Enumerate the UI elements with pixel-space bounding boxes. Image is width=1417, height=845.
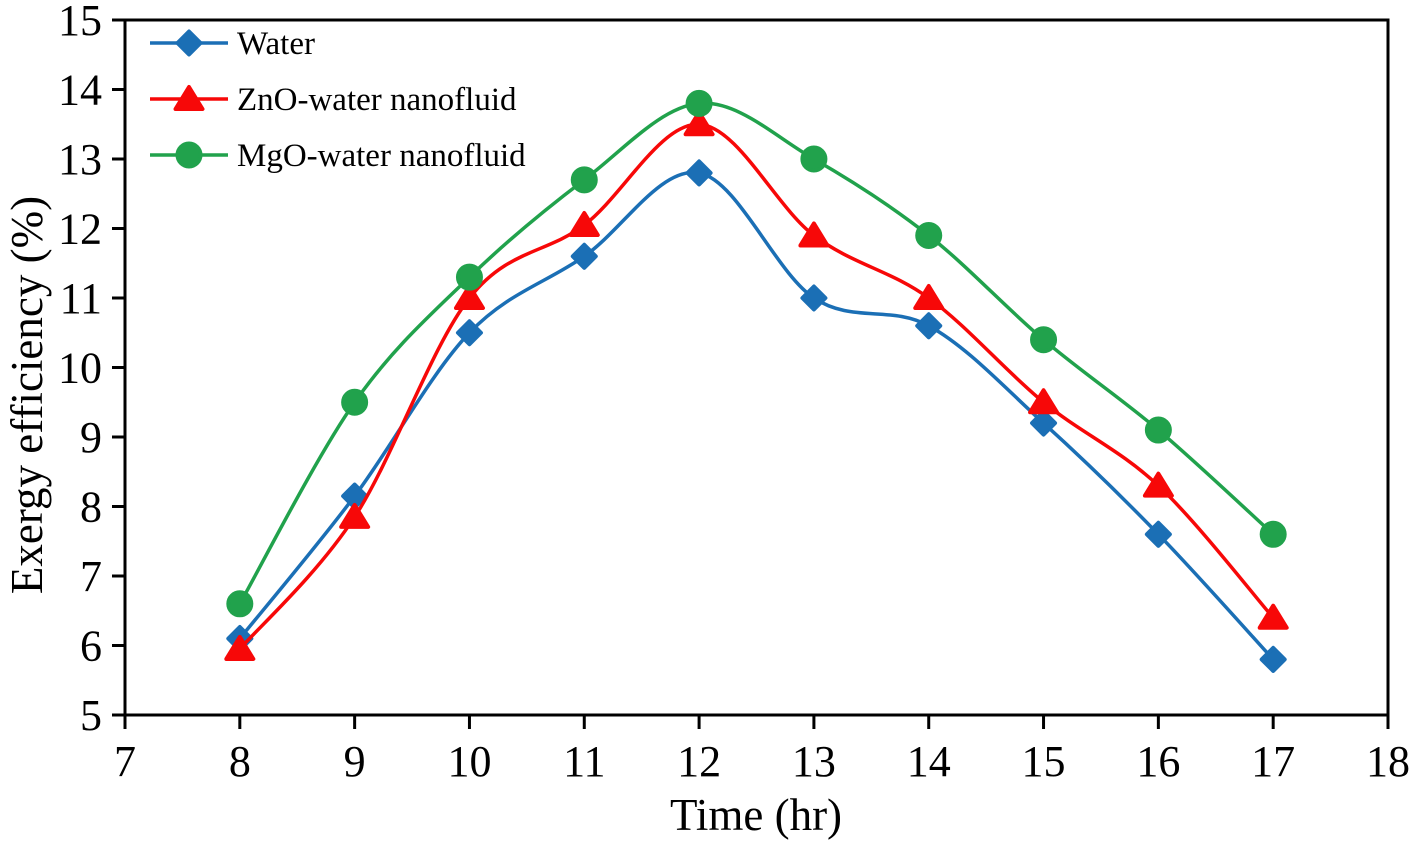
x-tick-label: 12 [677, 737, 721, 786]
plot-area: 7 8 9 10 11 12 13 14 15 16 17 18 5 6 7 8 9 10 11 12 13 14 15 Wa… [58, 0, 1410, 786]
data-point-zno-water-nanofluid [913, 284, 945, 310]
data-point-zno-water-nanofluid [1257, 603, 1289, 630]
data-point-mgo-water-nanofluid [226, 590, 254, 618]
data-point-mgo-water-nanofluid [1259, 520, 1287, 548]
x-tick-label: 10 [447, 737, 491, 786]
y-tick-label: 8 [80, 483, 102, 532]
data-point-mgo-water-nanofluid [341, 388, 369, 416]
data-point-mgo-water-nanofluid [455, 263, 483, 291]
data-point-mgo-water-nanofluid [1030, 326, 1058, 354]
data-point-water [800, 284, 828, 312]
data-point-zno-water-nanofluid [683, 110, 715, 137]
data-point-zno-water-nanofluid [568, 211, 600, 238]
x-tick-label: 7 [114, 737, 136, 786]
x-tick-label: 16 [1136, 737, 1180, 786]
legend-label-mgo-water-nanofluid: MgO-water nanofluid [237, 138, 526, 174]
legend-marker-water [175, 29, 203, 57]
data-point-zno-water-nanofluid [1028, 388, 1060, 415]
y-tick-label: 5 [80, 691, 102, 740]
y-tick-label: 9 [80, 413, 102, 462]
y-axis-title: Exergy efficiency (%) [2, 196, 52, 594]
plot-border [123, 18, 1390, 717]
legend-marker-zno-water-nanofluid [173, 85, 205, 111]
x-tick-label: 13 [792, 737, 836, 786]
data-point-water [1030, 409, 1058, 437]
y-tick-label: 12 [58, 205, 102, 254]
y-tick-label: 6 [80, 622, 102, 671]
x-tick-label: 14 [907, 737, 951, 786]
x-tick-label: 8 [229, 737, 251, 786]
x-tick-label: 17 [1251, 737, 1295, 786]
y-tick-label: 11 [60, 274, 102, 323]
x-tick-label: 11 [563, 737, 605, 786]
data-point-water [915, 312, 943, 340]
data-point-zno-water-nanofluid [453, 284, 485, 310]
data-point-water [1259, 645, 1287, 673]
data-point-zno-water-nanofluid [224, 634, 256, 661]
data-point-water [570, 242, 598, 270]
legend-marker-mgo-water-nanofluid [175, 141, 203, 169]
data-point-mgo-water-nanofluid [915, 221, 943, 249]
x-tick-label: 15 [1022, 737, 1066, 786]
data-point-mgo-water-nanofluid [685, 89, 713, 117]
y-tick-label: 15 [58, 0, 102, 45]
data-point-mgo-water-nanofluid [1144, 416, 1172, 444]
data-point-mgo-water-nanofluid [570, 166, 598, 194]
x-tick-label: 18 [1366, 737, 1410, 786]
series-line-mgo-water-nanofluid [238, 101, 1275, 606]
data-point-zno-water-nanofluid [1142, 471, 1174, 498]
y-tick-label: 10 [58, 344, 102, 393]
series-line-zno-water-nanofluid [238, 122, 1275, 651]
series-line-water [238, 170, 1275, 662]
y-tick-label: 13 [58, 135, 102, 184]
data-point-zno-water-nanofluid [798, 221, 830, 248]
x-tick-label: 9 [344, 737, 366, 786]
data-point-water [685, 159, 713, 187]
legend-label-water: Water [237, 26, 315, 62]
x-axis-title: Time (hr) [670, 790, 842, 840]
data-point-water [455, 319, 483, 347]
y-tick-label: 14 [58, 66, 102, 115]
data-point-mgo-water-nanofluid [800, 145, 828, 173]
data-point-water [1144, 520, 1172, 548]
data-point-zno-water-nanofluid [339, 502, 371, 529]
legend-label-zno-water-nanofluid: ZnO-water nanofluid [237, 82, 517, 118]
y-tick-label: 7 [80, 552, 102, 601]
